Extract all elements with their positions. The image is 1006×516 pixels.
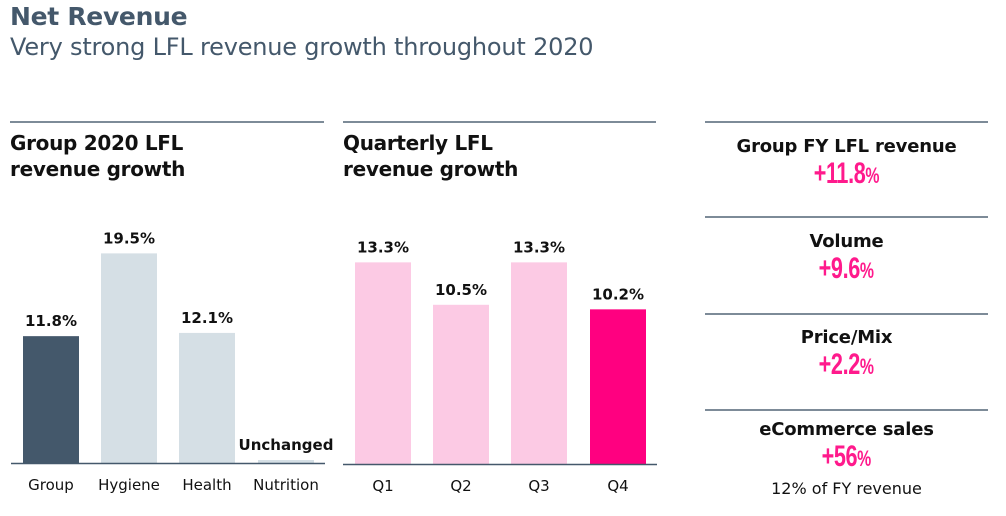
kpi-unit: % [865,163,880,188]
right-chart-bar-q3 [511,262,567,464]
left-chart-category-label: Group [28,476,74,494]
right-chart-category-label: Q1 [372,477,393,495]
right-chart-title-line-2: revenue growth [343,157,519,181]
left-chart-title-line-2: revenue growth [10,157,186,181]
kpi-number: +11.8 [813,157,866,190]
left-chart-bar-group [23,336,79,463]
kpi-volume: Volume +9.6% [705,231,988,287]
left-chart-data-label: 12.1% [181,309,233,327]
kpi-unit: % [857,446,872,471]
right-chart-title: Quarterly LFL revenue growth [343,130,518,182]
right-chart-bar-q1 [355,262,411,464]
page-title: Net Revenue [10,2,188,31]
left-chart-category-label: Health [182,476,231,494]
left-chart-bar-health [179,332,235,463]
right-chart-data-label: 13.3% [513,238,565,256]
kpi-number: +9.6 [819,252,861,285]
right-chart-category-label: Q4 [607,477,628,495]
kpi-value: +2.2% [819,349,874,383]
left-chart-data-label: 19.5% [103,229,155,247]
left-chart-bar-hygiene [101,253,157,463]
kpi-price-mix: Price/Mix +2.2% [705,327,988,383]
left-chart-title-line-1: Group 2020 LFL [10,131,184,155]
right-chart-data-label: 10.2% [592,285,644,303]
kpi-value: +56% [821,440,872,475]
right-chart-category-label: Q2 [450,477,471,495]
kpi-note: 12% of FY revenue [771,479,922,498]
kpi-number: +56 [821,440,858,473]
left-chart-title: Group 2020 LFL revenue growth [10,130,185,182]
left-chart-data-label: 11.8% [25,312,77,330]
right-chart-title-line-1: Quarterly LFL [343,131,493,155]
kpi-unit: % [860,258,874,283]
kpi-label: Price/Mix [800,327,893,348]
kpi-rule-4 [705,409,988,411]
kpi-value: +11.8% [813,157,880,192]
left-chart-data-label: Unchanged [239,436,334,454]
kpi-ecommerce: eCommerce sales +56% 12% of FY revenue [705,419,988,498]
kpi-rule-2 [705,216,988,218]
right-chart-top-rule [343,121,656,123]
kpi-label: Volume [809,231,884,252]
left-chart-top-rule [10,121,324,123]
right-chart-bar-q2 [433,304,489,464]
kpi-value: +9.6% [819,253,874,287]
left-chart-category-label: Nutrition [253,476,319,494]
kpi-group-fy-lfl: Group FY LFL revenue +11.8% [705,136,988,192]
left-chart-category-label: Hygiene [98,476,160,494]
kpi-rule-3 [705,313,988,315]
page-subtitle: Very strong LFL revenue growth throughou… [10,33,594,61]
kpi-label: eCommerce sales [759,419,934,440]
kpi-rule-1 [705,121,988,123]
right-chart-bar-q4 [590,309,646,464]
kpi-unit: % [860,354,874,379]
right-chart-data-label: 10.5% [435,281,487,299]
right-chart-category-label: Q3 [528,477,549,495]
right-chart-data-label: 13.3% [357,238,409,256]
kpi-label: Group FY LFL revenue [736,136,957,157]
left-chart-bar-nutrition [258,460,314,463]
kpi-number: +2.2 [819,348,861,381]
